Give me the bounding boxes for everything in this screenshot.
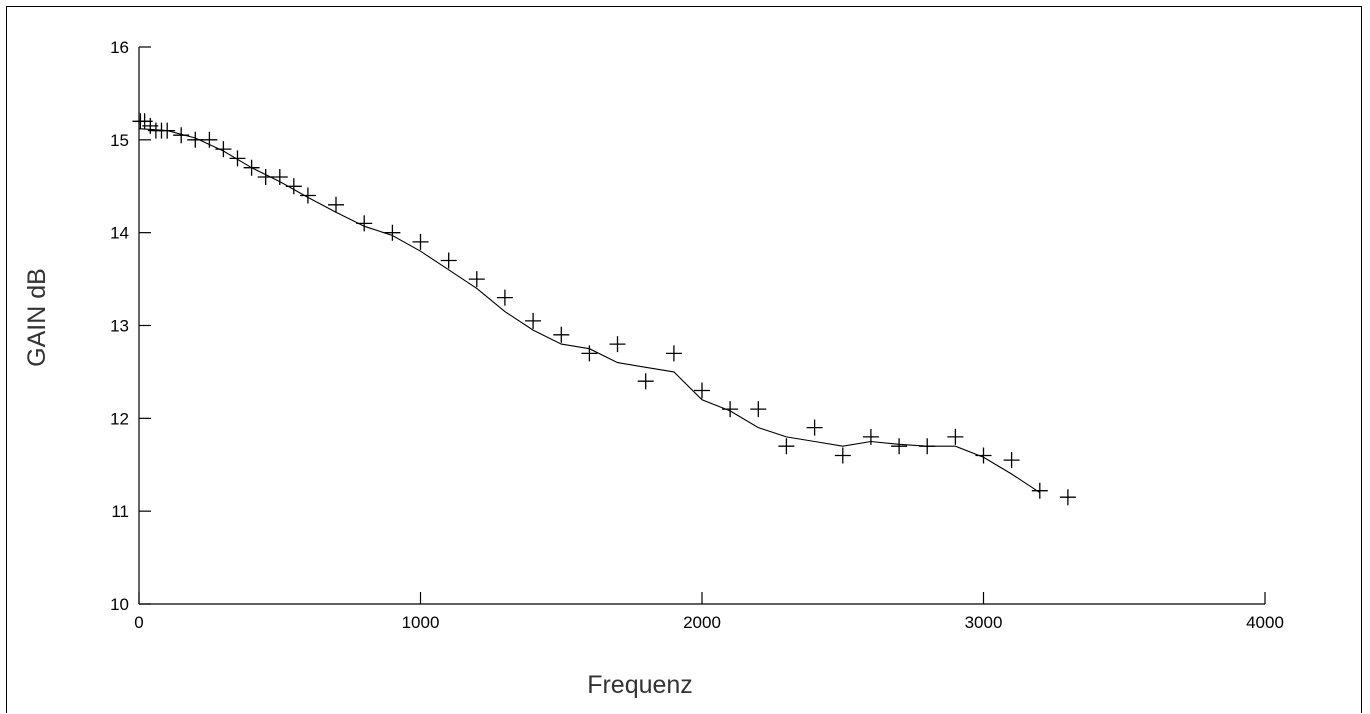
data-point-marker	[919, 438, 936, 455]
data-point-marker	[778, 438, 795, 455]
data-point-marker	[1059, 489, 1076, 506]
tick-marks	[138, 46, 1266, 605]
data-point-marker	[553, 326, 570, 343]
fit-line-series	[138, 128, 1041, 494]
y-tick-label: 11	[111, 502, 129, 521]
data-point-marker	[173, 127, 190, 144]
data-point-marker	[187, 131, 204, 148]
data-point-marker	[609, 336, 626, 353]
data-point-marker	[215, 141, 232, 158]
data-point-marker	[271, 169, 288, 185]
data-point-marker	[834, 447, 851, 464]
x-tick-label: 3000	[965, 613, 1003, 632]
data-point-marker	[665, 345, 682, 362]
x-axis-title: Frequenz	[587, 671, 693, 699]
data-point-marker	[384, 224, 401, 241]
data-point-marker	[891, 438, 908, 455]
gain-frequency-chart: 0 1000 2000 3000 4000 10 11 12 13 14 15 16 Frequenz…	[23, 38, 1284, 699]
data-point-marker	[201, 131, 218, 148]
y-tick-label: 15	[110, 131, 129, 150]
data-point-marker	[496, 289, 513, 306]
y-tick-label: 12	[110, 409, 129, 428]
data-point-marker	[975, 447, 992, 464]
tick-labels: 0 1000 2000 3000 4000 10 11 12 13 14 15 16	[110, 38, 1284, 632]
data-point-marker	[525, 312, 542, 329]
axes	[138, 47, 1265, 605]
data-point-marker	[1003, 452, 1020, 469]
data-point-marker	[243, 159, 260, 176]
y-tick-label: 13	[110, 317, 129, 336]
data-point-marker	[862, 428, 879, 445]
measurement-markers	[132, 113, 1076, 506]
y-tick-label: 16	[110, 38, 129, 57]
data-point-marker	[328, 196, 344, 213]
data-point-marker	[299, 187, 316, 204]
x-tick-label: 1000	[402, 613, 440, 632]
x-tick-label: 0	[134, 613, 143, 632]
x-tick-label: 2000	[683, 613, 721, 632]
data-point-marker	[750, 401, 767, 418]
data-point-marker	[412, 233, 429, 250]
data-point-marker	[257, 169, 274, 185]
data-point-marker	[159, 122, 176, 139]
y-tick-label: 10	[110, 595, 129, 614]
x-tick-label: 4000	[1246, 613, 1284, 632]
fit-line	[138, 128, 1041, 494]
data-point-marker	[229, 150, 246, 167]
data-point-marker	[356, 215, 373, 232]
data-point-marker	[1031, 482, 1048, 499]
data-point-marker	[722, 401, 739, 418]
data-point-marker	[637, 373, 654, 390]
data-point-marker	[694, 382, 710, 399]
chart-frame: 0 1000 2000 3000 4000 10 11 12 13 14 15 16 Frequenz…	[6, 6, 1362, 713]
y-tick-label: 14	[110, 224, 129, 243]
data-point-marker	[581, 345, 598, 362]
data-point-marker	[440, 252, 457, 269]
data-point-marker	[947, 428, 964, 445]
y-axis-title: GAIN dB	[23, 268, 51, 367]
data-point-marker	[468, 271, 485, 288]
data-point-marker	[806, 419, 823, 436]
data-point-marker	[285, 178, 302, 195]
